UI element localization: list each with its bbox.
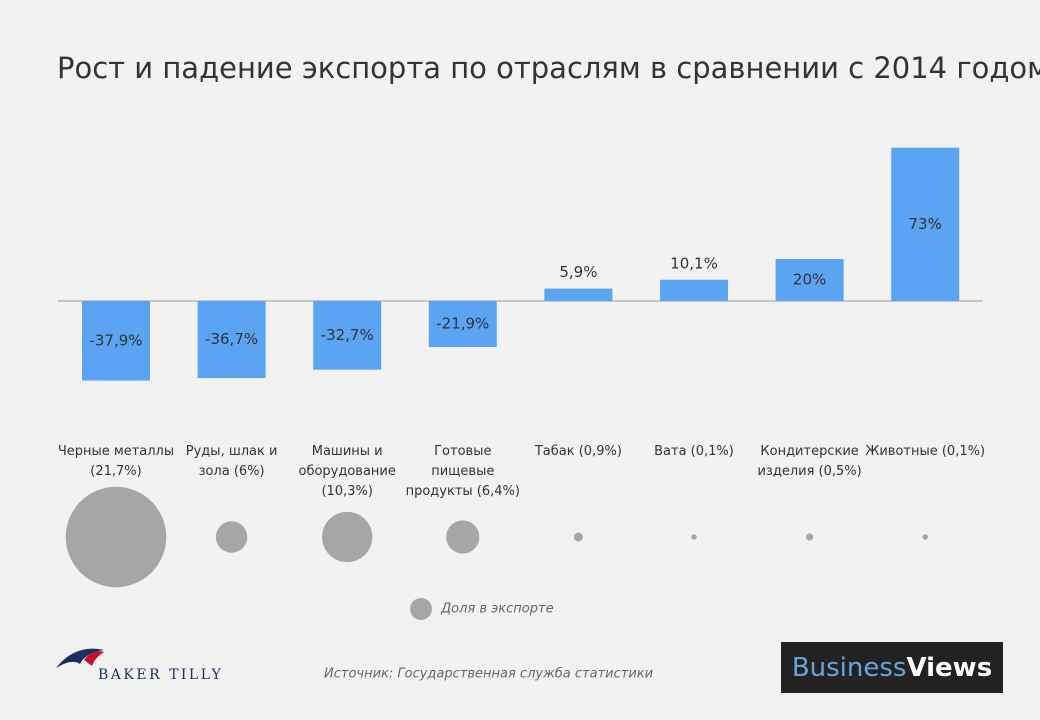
value-label: 10,1% [670,254,718,272]
bar [544,288,613,301]
logo-text: BAKER TILLY [98,667,223,683]
category-label: Руды, шлак и зола (6%) [185,444,278,479]
badge [781,642,1003,693]
bar [313,301,382,370]
source: Источник: Государственная служба статист… [324,667,653,682]
category-label: Животные (0,1%) [865,444,986,459]
logo-mark [56,648,104,668]
value-label: -21,9% [436,314,489,332]
category-label: Табак (0,9%) [534,444,622,459]
badge-first: Business [792,653,907,683]
bar [891,147,960,301]
value-label: 73% [909,215,942,233]
bar [428,301,497,347]
bubble [446,520,480,554]
bubble [806,533,814,541]
bar [775,259,844,301]
bubble [322,511,373,563]
legend-bubble [410,598,432,620]
chart-title: Рост и падение экспорта по отраслям в ср… [57,51,1040,85]
value-label: -37,9% [89,331,142,349]
logo-mark [84,651,104,666]
bar [82,301,150,381]
badge-text: BusinessViews [792,653,992,683]
value-label: 5,9% [559,263,597,281]
category-label: Черные металлы (21,7%) [57,444,175,479]
badge-second: Views [906,653,992,683]
category-label: Кондитерские изделия (0,5%) [757,444,862,479]
value-label: 20% [793,271,826,289]
bubble [573,532,583,542]
category-label: Вата (0,1%) [654,444,734,459]
legend-label: Доля в экспорте [440,602,554,617]
bar [197,301,266,379]
category-label: Готовые пищевые продукты (6,4%) [405,444,520,499]
bar [660,279,728,301]
value-label: -32,7% [321,326,374,344]
bubble [691,534,697,540]
bubble [215,521,248,553]
bubble [922,534,928,540]
bubble [65,486,167,588]
baker-tilly-logo: BAKER TILLY [56,648,223,683]
value-label: -36,7% [205,330,258,348]
category-label: Машины и оборудование (10,3%) [298,444,396,499]
